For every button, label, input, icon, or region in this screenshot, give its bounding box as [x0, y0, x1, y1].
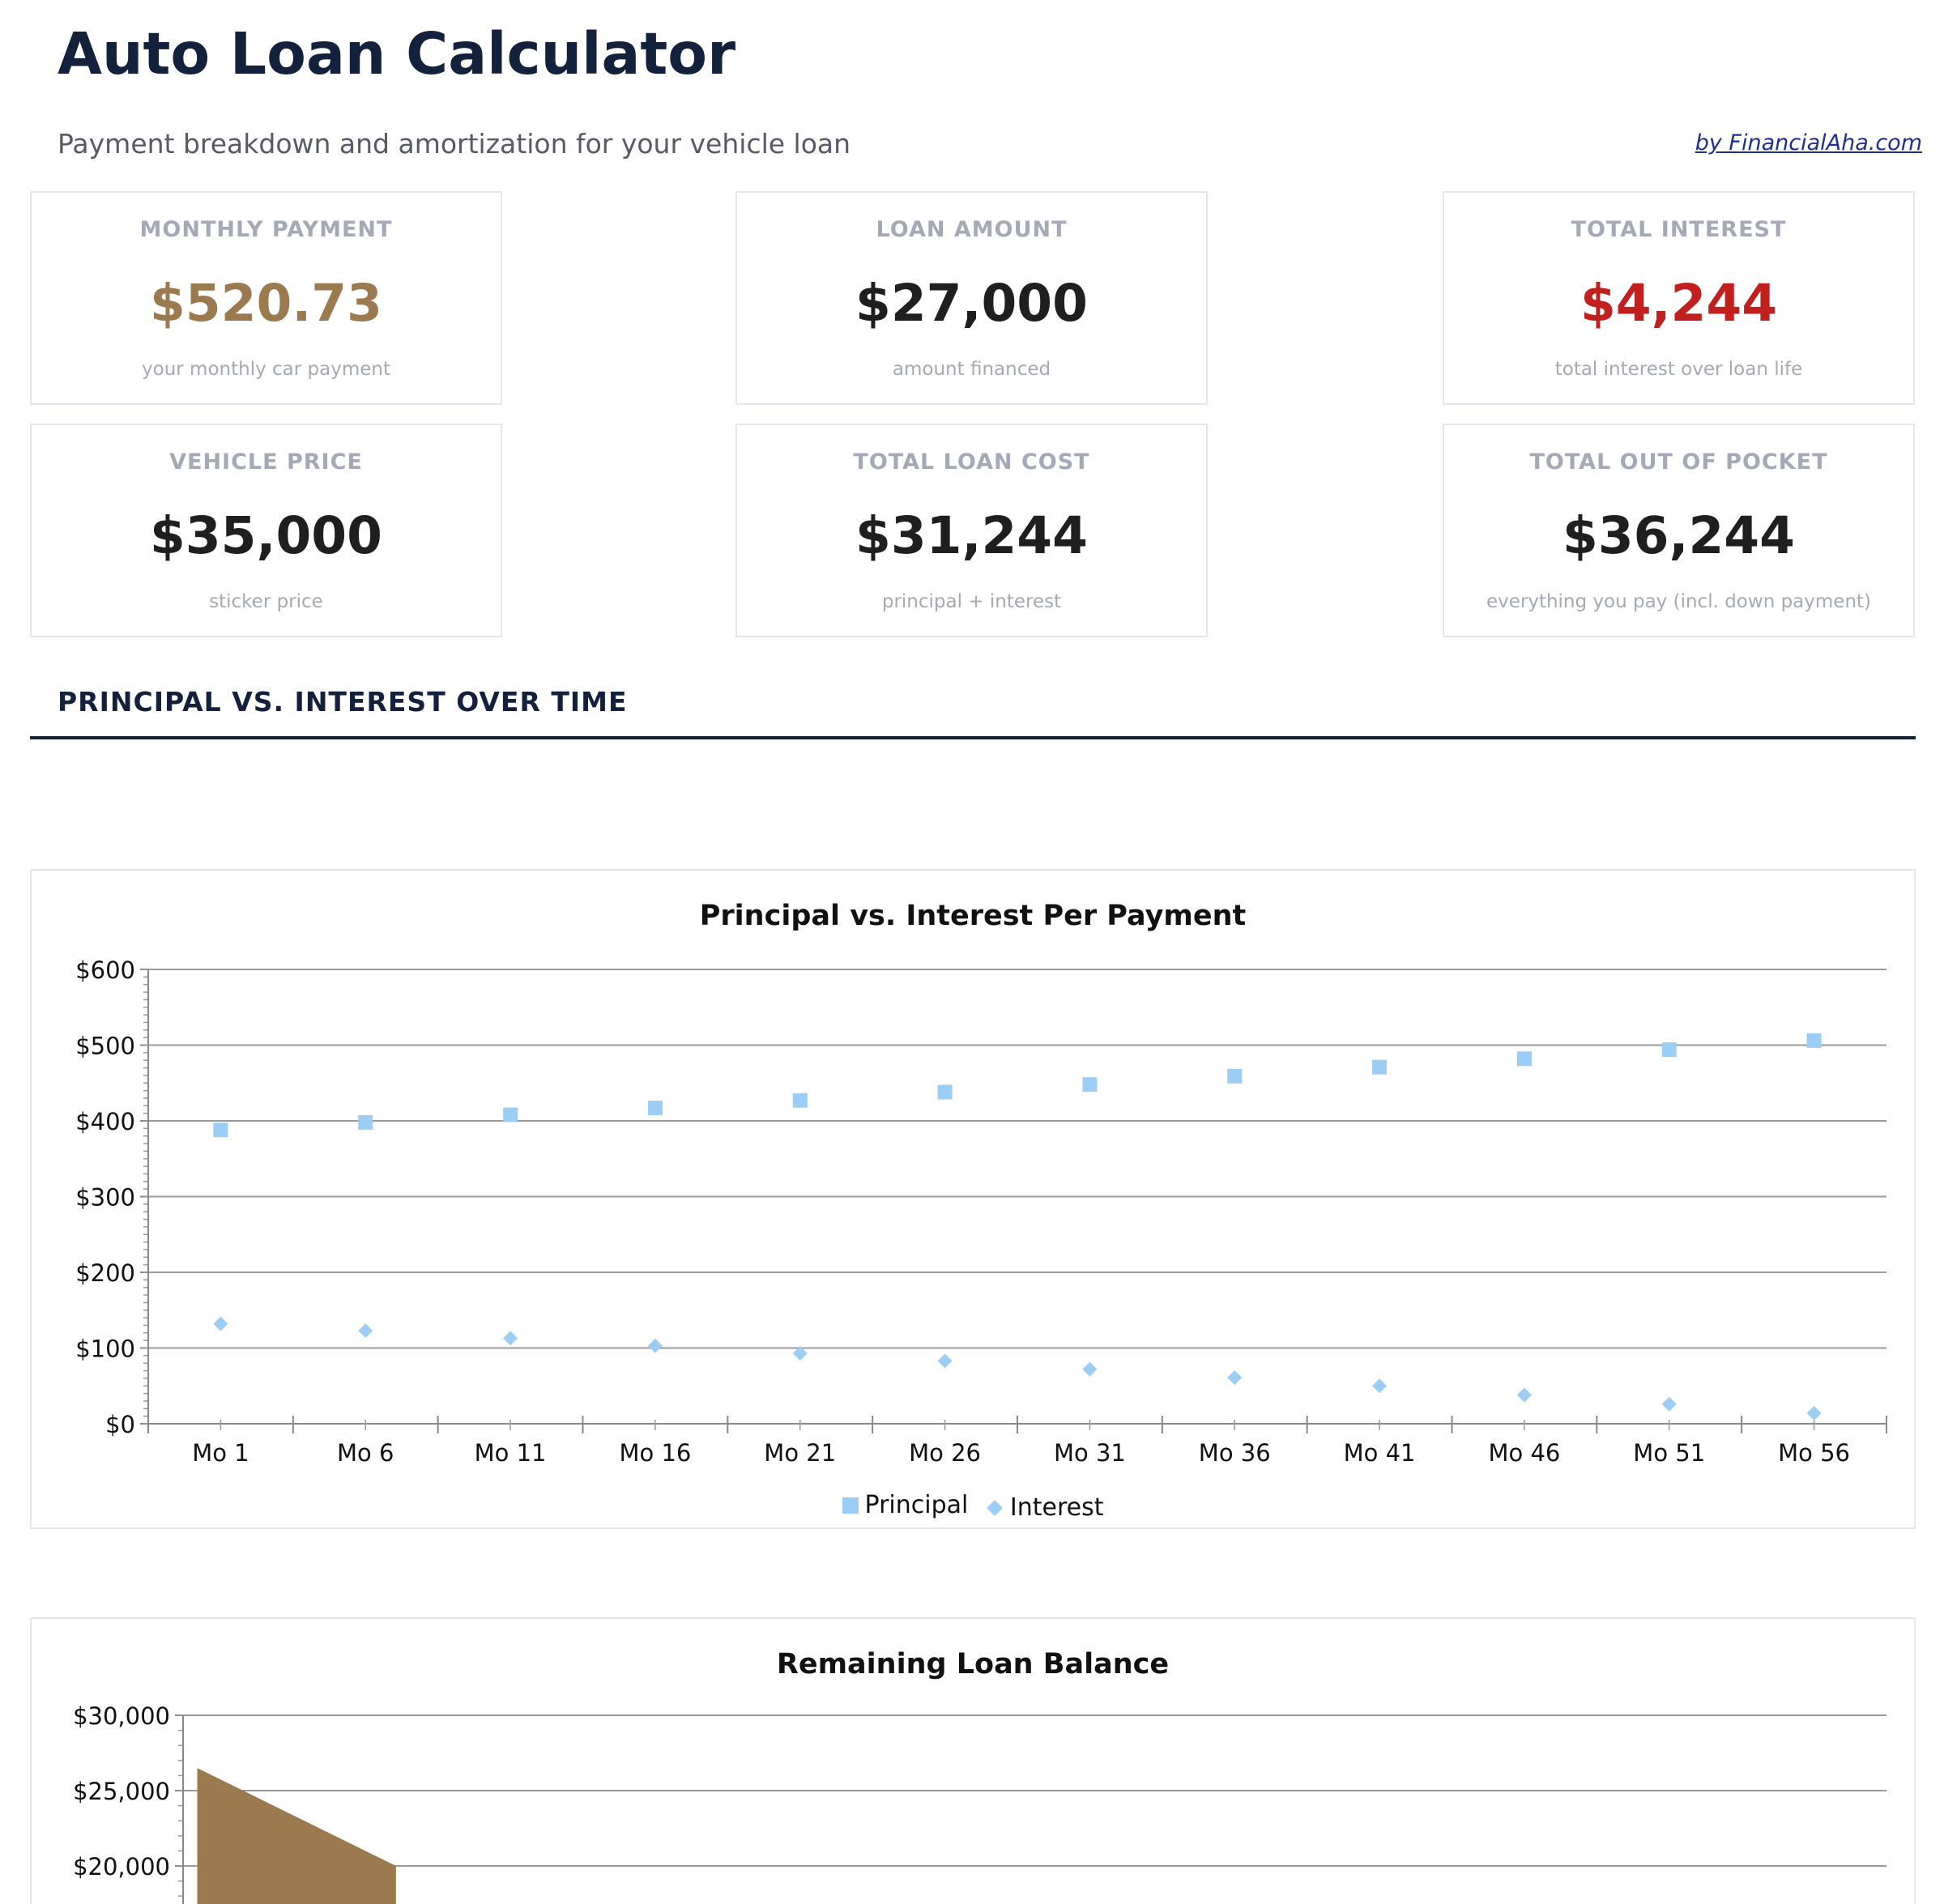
balance-area — [197, 1768, 396, 1904]
x-tick-label: Mo 56 — [1778, 1439, 1850, 1467]
y-tick-label: $600 — [75, 956, 135, 984]
x-tick-label: Mo 51 — [1633, 1439, 1705, 1467]
x-tick-label: Mo 11 — [475, 1439, 547, 1467]
principal-interest-plot: $0 $100 $200 $300 $400 $500 $600 Mo 1 Mo 6 Mo 11 M… — [75, 956, 1887, 1467]
card-value: $31,244 — [855, 506, 1088, 565]
total-loan-cost-card: TOTAL LOAN COST $31,244 principal + inte… — [735, 424, 1208, 637]
card-note: amount financed — [892, 359, 1051, 380]
card-note: sticker price — [209, 591, 323, 612]
card-label: TOTAL OUT OF POCKET — [1529, 449, 1828, 475]
legend-label: Principal — [864, 1491, 969, 1519]
vehicle-price-card: VEHICLE PRICE $35,000 sticker price — [30, 424, 502, 637]
card-label: TOTAL INTEREST — [1571, 217, 1787, 242]
x-tick-label: Mo 21 — [764, 1439, 836, 1467]
section-divider — [30, 736, 1916, 739]
x-tick-label: Mo 41 — [1344, 1439, 1416, 1467]
x-tick-label: Mo 36 — [1199, 1439, 1271, 1467]
card-label: LOAN AMOUNT — [876, 217, 1068, 242]
page-title: Auto Loan Calculator — [58, 20, 736, 87]
interest-point — [1082, 1361, 1098, 1377]
card-note: your monthly car payment — [142, 359, 390, 380]
total-interest-card: TOTAL INTEREST $4,244 total interest ove… — [1443, 191, 1915, 405]
principal-interest-chart: $0 $100 $200 $300 $400 $500 $600 Mo 1 Mo 6 Mo 11 M… — [30, 869, 1916, 1529]
y-tick-label: $0 — [105, 1411, 135, 1438]
interest-point — [1661, 1396, 1677, 1412]
card-value: $520.73 — [150, 274, 382, 333]
y-tick-label: $200 — [75, 1259, 135, 1287]
card-label: TOTAL LOAN COST — [853, 449, 1090, 475]
section-heading: PRINCIPAL VS. INTEREST OVER TIME — [58, 686, 628, 718]
card-value: $35,000 — [150, 506, 382, 565]
chart-title: Remaining Loan Balance — [776, 1648, 1170, 1680]
brand-link[interactable]: by FinancialAha.com — [1695, 130, 1922, 155]
chart-title: Principal vs. Interest Per Payment — [699, 900, 1247, 932]
remaining-balance-chart: $20,000 $25,000 $30,000 Remaining Loan Bal… — [30, 1617, 1916, 1904]
interest-point — [213, 1316, 228, 1331]
monthly-payment-card: MONTHLY PAYMENT $520.73 your monthly car… — [30, 191, 502, 405]
interest-point — [1806, 1405, 1822, 1421]
interest-point — [1227, 1369, 1243, 1385]
card-value: $36,244 — [1562, 506, 1795, 565]
principal-point — [1082, 1077, 1098, 1093]
legend-item-interest: Interest — [986, 1493, 1104, 1522]
interest-point — [358, 1323, 373, 1338]
y-tick-label: $30,000 — [73, 1702, 170, 1730]
card-label: MONTHLY PAYMENT — [139, 217, 393, 242]
x-tick-label: Mo 1 — [192, 1439, 249, 1467]
card-note: everything you pay (incl. down payment) — [1486, 591, 1872, 612]
principal-point — [1516, 1051, 1532, 1067]
y-tick-label: $400 — [75, 1108, 135, 1135]
card-note: total interest over loan life — [1554, 359, 1803, 380]
x-tick-label: Mo 46 — [1488, 1439, 1560, 1467]
y-tick-label: $500 — [75, 1033, 135, 1060]
remaining-balance-plot: $20,000 $25,000 $30,000 — [73, 1702, 1886, 1904]
principal-point — [1372, 1059, 1388, 1075]
x-tick-label: Mo 26 — [909, 1439, 981, 1467]
principal-point — [358, 1114, 373, 1130]
x-tick-label: Mo 6 — [337, 1439, 394, 1467]
interest-point — [937, 1353, 953, 1369]
x-tick-label: Mo 31 — [1054, 1439, 1126, 1467]
principal-point — [503, 1107, 518, 1122]
y-tick-label: $300 — [75, 1184, 135, 1212]
principal-point — [213, 1122, 228, 1138]
principal-swatch — [842, 1497, 859, 1514]
card-note: principal + interest — [881, 591, 1062, 612]
page-subtitle: Payment breakdown and amortization for y… — [58, 128, 851, 160]
y-tick-label: $25,000 — [73, 1778, 170, 1805]
x-tick-label: Mo 16 — [619, 1439, 691, 1467]
y-tick-label: $100 — [75, 1335, 135, 1363]
principal-point — [937, 1084, 953, 1100]
principal-point — [1227, 1068, 1243, 1084]
interest-point — [647, 1338, 663, 1353]
card-label: VEHICLE PRICE — [169, 449, 363, 475]
principal-point — [647, 1101, 663, 1116]
card-value: $4,244 — [1580, 274, 1778, 333]
interest-swatch — [986, 1499, 1003, 1516]
y-tick-label: $20,000 — [73, 1853, 170, 1881]
total-out-of-pocket-card: TOTAL OUT OF POCKET $36,244 everything y… — [1443, 424, 1915, 637]
card-value: $27,000 — [855, 274, 1088, 333]
interest-point — [1516, 1387, 1532, 1403]
principal-point — [1806, 1033, 1822, 1048]
chart-legend: Principal Interest — [32, 1491, 1914, 1522]
interest-point — [503, 1331, 518, 1346]
principal-point — [1661, 1042, 1677, 1058]
loan-amount-card: LOAN AMOUNT $27,000 amount financed — [735, 191, 1208, 405]
interest-point — [1372, 1378, 1388, 1394]
legend-item-principal: Principal — [842, 1491, 969, 1519]
legend-label: Interest — [1009, 1493, 1104, 1522]
principal-point — [792, 1093, 808, 1108]
interest-point — [792, 1346, 808, 1361]
